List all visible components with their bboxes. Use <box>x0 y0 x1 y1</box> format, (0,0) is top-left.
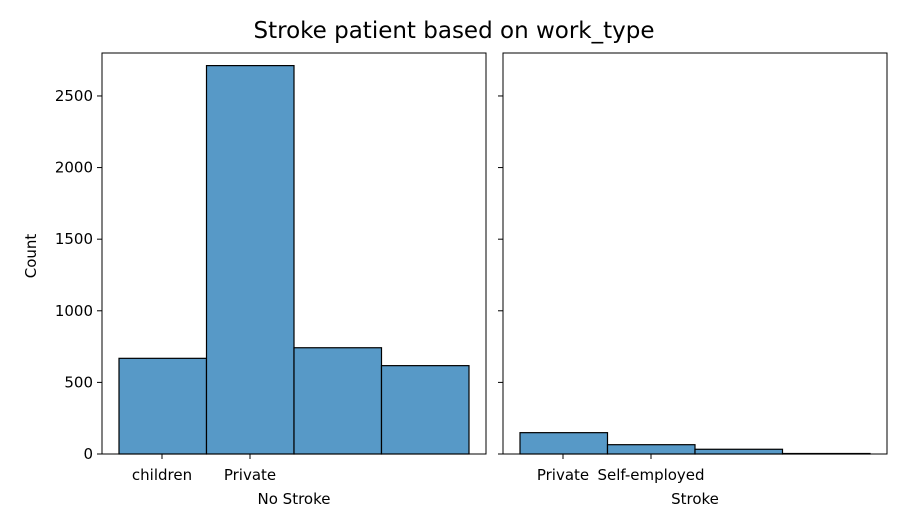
y-tick-label: 0 <box>83 445 93 463</box>
plot-frame <box>101 52 487 455</box>
bar <box>293 347 383 455</box>
x-axis-label: No Stroke <box>258 490 331 508</box>
x-tick-label: Private <box>224 466 276 484</box>
y-tick-label: 1500 <box>55 230 93 248</box>
y-tick-label: 2500 <box>55 87 93 105</box>
bar <box>694 448 784 455</box>
chart-title: Stroke patient based on work_type <box>254 18 655 44</box>
panels: 0 500 1000 1500 2000 2500 children Private No St… <box>55 52 888 508</box>
x-tick-label: children <box>132 466 192 484</box>
y-tick-label: 2000 <box>55 159 93 177</box>
panel-1: 0 500 1000 1500 2000 2500 children Private No St… <box>55 52 487 508</box>
bar <box>380 365 470 455</box>
bar <box>606 444 696 455</box>
y-tick-label: 500 <box>64 373 93 391</box>
x-tick-label: Self-employed <box>597 466 704 484</box>
x-tick-label: Private <box>537 466 589 484</box>
y-axis-label: Count <box>22 234 40 279</box>
plot-frame <box>502 52 888 455</box>
panel-2: Private Self-employed Stroke <box>498 52 888 508</box>
bar <box>519 432 609 455</box>
bar <box>118 357 208 455</box>
bar <box>205 64 295 455</box>
x-axis-label: Stroke <box>671 490 719 508</box>
y-tick-label: 1000 <box>55 302 93 320</box>
